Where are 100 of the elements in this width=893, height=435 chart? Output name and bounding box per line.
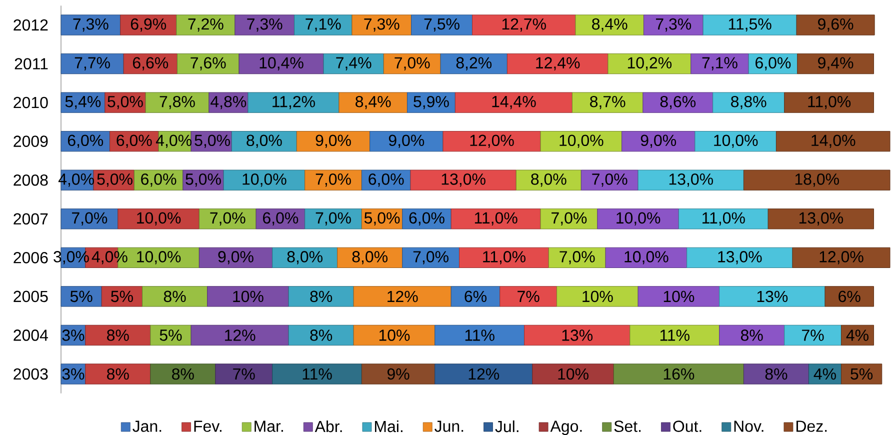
data-label: 3% [62, 368, 84, 380]
data-label: 10,4% [260, 57, 304, 70]
bar [410, 170, 516, 190]
bar [622, 130, 696, 152]
data-label: 18,0% [795, 174, 839, 187]
bar [101, 286, 143, 307]
data-label: 12% [388, 290, 418, 302]
data-label: 10,0% [624, 251, 668, 264]
bar [712, 92, 785, 113]
bar [500, 286, 558, 307]
data-label: 10% [558, 368, 588, 380]
data-label: 6% [838, 290, 860, 302]
bar [719, 286, 826, 307]
data-label: 10,0% [560, 134, 604, 148]
bar [60, 286, 102, 307]
data-label: 13,0% [718, 251, 762, 264]
data-label: 12,0% [470, 134, 514, 148]
data-label: 5,0% [186, 174, 221, 187]
bar [630, 324, 720, 346]
data-label: 9,0% [388, 134, 424, 148]
bar [784, 324, 842, 346]
data-label: 7,1% [702, 57, 738, 70]
data-label: 13,0% [442, 174, 486, 187]
data-label: 8% [107, 368, 129, 380]
legend-label: Fev. [194, 420, 222, 432]
data-label: 6,0% [116, 134, 152, 148]
data-label: 6% [464, 290, 486, 302]
bar [506, 53, 608, 74]
bar [120, 14, 177, 36]
data-label: 10,0% [242, 174, 286, 187]
data-label: 12% [225, 330, 256, 341]
data-label: 13% [562, 330, 593, 341]
legend-label: Mar. [254, 420, 283, 432]
bar [797, 53, 874, 74]
bar [352, 14, 412, 36]
bar [556, 286, 638, 307]
bar [411, 14, 473, 36]
data-label: 16% [664, 368, 694, 380]
data-label: 8,7% [590, 96, 626, 110]
data-label: 7,0% [316, 174, 351, 187]
bar [60, 14, 121, 36]
bar [442, 130, 541, 152]
bar [702, 14, 797, 36]
data-label: 7,3% [364, 18, 400, 32]
data-label: 7,3% [73, 18, 108, 32]
data-label: 7,0% [592, 174, 628, 187]
bar [719, 324, 785, 346]
data-label: 8% [765, 368, 788, 380]
data-label: 8,4% [356, 96, 391, 110]
data-label: 7,5% [424, 18, 460, 32]
y-tick-label: 2010 [14, 96, 48, 108]
data-label: 4,8% [210, 96, 246, 110]
data-label: 11% [302, 368, 332, 380]
bar [440, 53, 508, 74]
bar [288, 286, 354, 307]
data-label: 4% [846, 330, 868, 341]
data-label: 8,0% [287, 251, 322, 264]
data-label: 8% [172, 368, 194, 380]
data-label: 6,6% [132, 57, 168, 70]
bar [694, 130, 776, 152]
bar [248, 92, 340, 113]
bar [176, 53, 240, 74]
data-label: 5,0% [108, 96, 143, 110]
data-label: 8% [740, 330, 763, 341]
data-label: 7% [802, 330, 824, 341]
data-label: 7% [233, 368, 255, 380]
data-label: 10% [582, 290, 613, 302]
data-label: 8,2% [456, 57, 492, 70]
bar [142, 286, 208, 307]
data-label: 5% [111, 290, 133, 302]
data-label: 14,0% [812, 134, 856, 148]
bar [690, 53, 749, 74]
bar [524, 324, 630, 346]
data-label: 11% [465, 330, 494, 341]
y-tick-label: 2011 [14, 58, 48, 70]
data-label: 7,3% [247, 18, 282, 32]
bar [234, 14, 295, 36]
bar [784, 92, 874, 113]
data-label: 7,0% [413, 251, 448, 264]
data-label: 10,0% [137, 251, 181, 264]
bar [353, 286, 452, 307]
bar [597, 208, 679, 230]
bar [540, 130, 622, 152]
data-label: 5,0% [364, 212, 400, 226]
data-label: 7,0% [210, 212, 246, 226]
y-tick-label: 2008 [14, 174, 48, 186]
bar [294, 14, 352, 36]
y-tick-label: 2003 [14, 368, 48, 380]
bar [776, 130, 890, 152]
bar [176, 14, 236, 36]
legend-label: Mai. [375, 420, 402, 432]
data-label: 12,7% [502, 18, 546, 32]
data-label: 13,0% [669, 174, 713, 187]
legend-label: Jul. [495, 420, 518, 432]
data-label: 11% [660, 330, 690, 341]
bar [768, 208, 874, 230]
bar [605, 247, 688, 268]
data-label: 7,0% [394, 57, 430, 70]
legend-label: Set. [614, 420, 641, 432]
data-label: 8,0% [352, 251, 388, 264]
